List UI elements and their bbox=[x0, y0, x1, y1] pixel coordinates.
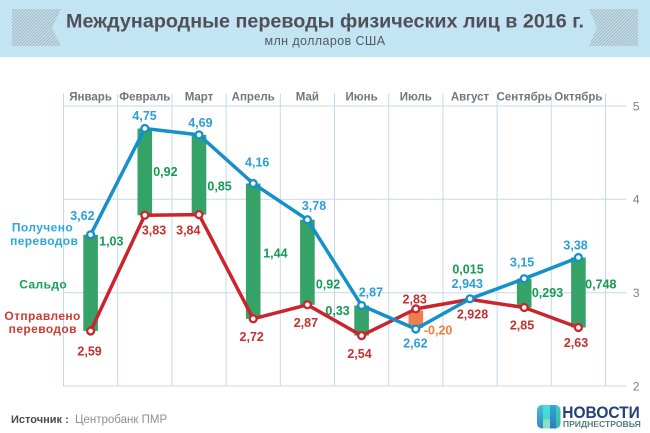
svg-text:2,62: 2,62 bbox=[403, 337, 427, 351]
svg-text:4,16: 4,16 bbox=[245, 155, 269, 169]
svg-text:ПРИДНЕСТРОВЬЯ: ПРИДНЕСТРОВЬЯ bbox=[563, 419, 641, 429]
svg-text:2,83: 2,83 bbox=[403, 292, 427, 306]
svg-text:1,03: 1,03 bbox=[99, 235, 123, 249]
svg-text:2,85: 2,85 bbox=[510, 319, 534, 333]
svg-text:Май: Май bbox=[296, 91, 319, 103]
svg-text:2,63: 2,63 bbox=[564, 336, 588, 350]
svg-text:2,54: 2,54 bbox=[347, 347, 371, 361]
svg-text:Февраль: Февраль bbox=[119, 91, 170, 103]
svg-text:0,33: 0,33 bbox=[325, 304, 349, 318]
svg-text:2,928: 2,928 bbox=[457, 307, 488, 321]
svg-text:5: 5 bbox=[633, 99, 640, 113]
svg-text:Октябрь: Октябрь bbox=[554, 91, 602, 103]
svg-text:2,943: 2,943 bbox=[452, 277, 483, 291]
svg-text:Получено: Получено bbox=[12, 220, 73, 234]
svg-text:Июнь: Июнь bbox=[346, 91, 378, 103]
svg-text:Центробанк ПМР: Центробанк ПМР bbox=[75, 414, 167, 426]
svg-text:Международные переводы физичес: Международные переводы физических лиц в … bbox=[66, 10, 584, 32]
svg-text:2,87: 2,87 bbox=[294, 316, 318, 330]
svg-text:4: 4 bbox=[633, 193, 640, 207]
svg-text:Июль: Июль bbox=[400, 91, 432, 103]
svg-text:Отправлено: Отправлено bbox=[4, 309, 80, 323]
svg-text:3,84: 3,84 bbox=[176, 223, 200, 237]
svg-text:Сальдо: Сальдо bbox=[19, 277, 67, 291]
svg-text:4,69: 4,69 bbox=[188, 116, 212, 130]
svg-text:Март: Март bbox=[185, 91, 214, 103]
svg-text:0,748: 0,748 bbox=[585, 277, 616, 291]
svg-text:Источник :: Источник : bbox=[11, 414, 69, 426]
svg-text:3,83: 3,83 bbox=[142, 223, 166, 237]
svg-text:3,78: 3,78 bbox=[302, 199, 326, 213]
svg-text:2,72: 2,72 bbox=[240, 330, 264, 344]
svg-text:0,85: 0,85 bbox=[207, 180, 231, 194]
svg-text:3,15: 3,15 bbox=[510, 255, 534, 269]
svg-text:0,92: 0,92 bbox=[316, 277, 340, 291]
svg-text:0,015: 0,015 bbox=[452, 263, 483, 277]
svg-text:переводов: переводов bbox=[10, 234, 78, 248]
svg-text:Август: Август bbox=[451, 91, 490, 103]
svg-text:3,62: 3,62 bbox=[70, 209, 94, 223]
svg-text:переводов: переводов bbox=[9, 322, 77, 336]
svg-text:3: 3 bbox=[633, 286, 640, 300]
svg-text:2: 2 bbox=[633, 379, 640, 393]
svg-text:2,59: 2,59 bbox=[77, 345, 101, 359]
svg-text:Апрель: Апрель bbox=[232, 91, 275, 103]
svg-text:Сентябрь: Сентябрь bbox=[497, 91, 552, 103]
svg-text:млн долларов США: млн долларов США bbox=[264, 34, 385, 48]
svg-text:0,293: 0,293 bbox=[532, 286, 563, 300]
svg-text:1,44: 1,44 bbox=[263, 247, 287, 261]
svg-text:Январь: Январь bbox=[69, 91, 112, 103]
svg-text:2,87: 2,87 bbox=[359, 285, 383, 299]
svg-text:-0,20: -0,20 bbox=[424, 324, 453, 338]
svg-text:4,75: 4,75 bbox=[132, 109, 156, 123]
svg-text:НОВОСТИ: НОВОСТИ bbox=[562, 403, 640, 422]
svg-text:3,38: 3,38 bbox=[563, 238, 587, 252]
svg-text:0,92: 0,92 bbox=[153, 165, 177, 179]
